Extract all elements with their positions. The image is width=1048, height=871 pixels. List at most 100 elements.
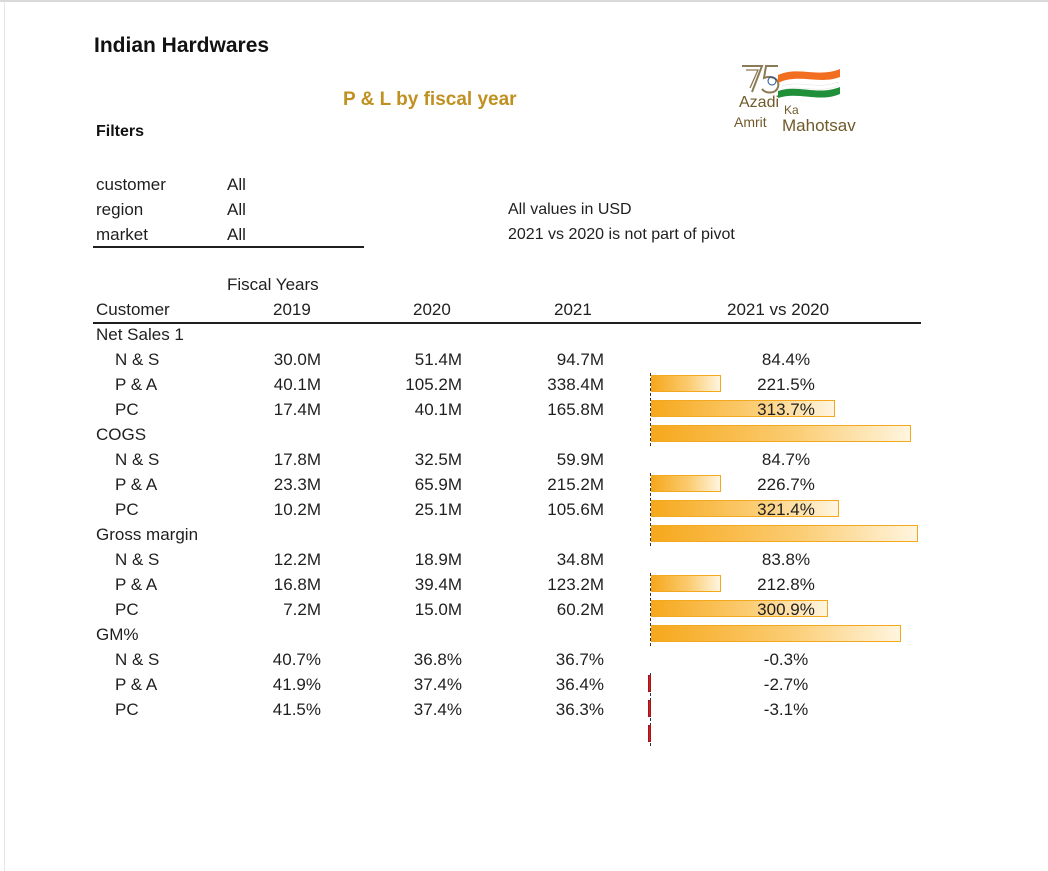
value-cell-2020: 36.8%	[413, 650, 462, 669]
change-percent: 212.8%	[757, 575, 815, 594]
value-cell-2021: 36.4%	[555, 675, 604, 694]
change-percent: 300.9%	[757, 600, 815, 619]
section-label[interactable]: Net Sales 1	[96, 325, 184, 344]
column-header-2019: 2019	[273, 300, 311, 319]
value-cell-2020: 65.9M	[414, 475, 462, 494]
value-cell-2021: 165.8M	[547, 400, 604, 419]
value-cell-2019: 16.8M	[273, 575, 321, 594]
page-left-border	[4, 2, 5, 871]
filter-label: customer	[96, 175, 166, 194]
row-label[interactable]: P & A	[115, 375, 158, 394]
change-percent: -0.3%	[763, 650, 809, 669]
value-cell-2019: 17.8M	[273, 450, 321, 469]
data-bar-positive	[651, 500, 839, 517]
value-cell-2020: 40.1M	[414, 400, 462, 419]
note-currency: All values in USD	[508, 201, 632, 218]
value-cell-2020: 37.4%	[413, 675, 462, 694]
value-cell-2019: 40.7%	[272, 650, 321, 669]
data-bar-positive	[651, 600, 828, 617]
data-bar-positive	[651, 575, 721, 592]
row-label[interactable]: N & S	[115, 350, 160, 369]
logo-emblem-icon	[742, 65, 840, 98]
value-cell-2020: 25.1M	[414, 500, 462, 519]
data-bar-positive	[651, 625, 901, 642]
logo-text-ka: Ka	[784, 103, 799, 117]
change-percent: 226.7%	[757, 475, 815, 494]
zero-axis-line	[650, 473, 651, 546]
filter-value[interactable]: All	[227, 225, 246, 244]
filter-value[interactable]: All	[227, 175, 246, 194]
row-label[interactable]: PC	[115, 500, 139, 519]
row-label[interactable]: P & A	[115, 675, 158, 694]
page-top-border	[0, 0, 1048, 2]
column-header-2021: 2021	[554, 300, 592, 319]
fiscal-years-caption: Fiscal Years	[227, 275, 319, 294]
data-bar-negative	[648, 700, 651, 717]
value-cell-2021: 123.2M	[547, 575, 604, 594]
value-cell-2019: 41.5%	[272, 700, 321, 719]
value-cell-2021: 60.2M	[556, 600, 604, 619]
header-divider	[93, 322, 921, 324]
zero-axis-line	[650, 573, 651, 646]
logo-text-amrit: Amrit	[734, 114, 767, 130]
data-bar-negative	[648, 675, 651, 692]
row-label[interactable]: P & A	[115, 475, 158, 494]
azadi-ka-amrit-mahotsav-logo: Azadi Ka Amrit Mahotsav	[728, 58, 878, 142]
logo-text-mahotsav: Mahotsav	[782, 116, 856, 135]
value-cell-2019: 23.3M	[273, 475, 321, 494]
filters-divider	[93, 246, 364, 248]
value-cell-2020: 105.2M	[405, 375, 462, 394]
value-cell-2021: 36.3%	[555, 700, 604, 719]
value-cell-2019: 10.2M	[273, 500, 321, 519]
change-percent: 83.8%	[761, 550, 811, 569]
value-cell-2021: 36.7%	[555, 650, 604, 669]
change-percent: 221.5%	[757, 375, 815, 394]
column-header-customer[interactable]: Customer	[96, 300, 170, 319]
section-label[interactable]: GM%	[96, 625, 139, 644]
row-label[interactable]: PC	[115, 700, 139, 719]
company-title: Indian Hardwares	[94, 34, 270, 57]
note-pivot: 2021 vs 2020 is not part of pivot	[508, 226, 735, 243]
section-label[interactable]: Gross margin	[96, 525, 199, 544]
row-label[interactable]: P & A	[115, 575, 158, 594]
change-percent: 321.4%	[757, 500, 815, 519]
data-bar-positive	[651, 375, 721, 392]
row-label[interactable]: N & S	[115, 450, 160, 469]
value-cell-2021: 94.7M	[556, 350, 604, 369]
value-cell-2021: 215.2M	[547, 475, 604, 494]
data-bar-positive	[651, 425, 911, 442]
row-label[interactable]: N & S	[115, 550, 160, 569]
data-bar-positive	[651, 400, 835, 417]
value-cell-2020: 51.4M	[414, 350, 462, 369]
value-cell-2020: 15.0M	[414, 600, 462, 619]
data-bar-positive	[651, 525, 918, 542]
section-label[interactable]: COGS	[96, 425, 147, 444]
logo-text-azadi: Azadi	[739, 94, 780, 111]
column-header-change: 2021 vs 2020	[727, 300, 830, 319]
value-cell-2021: 34.8M	[556, 550, 604, 569]
value-cell-2020: 37.4%	[413, 700, 462, 719]
value-cell-2019: 7.2M	[283, 600, 321, 619]
row-label[interactable]: PC	[115, 400, 139, 419]
value-cell-2019: 41.9%	[272, 675, 321, 694]
data-bar-negative	[648, 725, 651, 742]
filter-label: market	[96, 225, 148, 244]
value-cell-2021: 59.9M	[556, 450, 604, 469]
filters-heading: Filters	[96, 123, 145, 140]
value-cell-2019: 17.4M	[273, 400, 321, 419]
row-label[interactable]: PC	[115, 600, 139, 619]
value-cell-2021: 105.6M	[547, 500, 604, 519]
column-header-2020: 2020	[413, 300, 451, 319]
value-cell-2019: 12.2M	[273, 550, 321, 569]
change-percent: 313.7%	[757, 400, 815, 419]
filter-label: region	[96, 200, 144, 219]
value-cell-2020: 39.4M	[414, 575, 462, 594]
data-bar-positive	[651, 475, 721, 492]
filter-value[interactable]: All	[227, 200, 246, 219]
change-percent: -2.7%	[763, 675, 809, 694]
row-label[interactable]: N & S	[115, 650, 160, 669]
change-percent: 84.4%	[761, 350, 811, 369]
value-cell-2019: 30.0M	[273, 350, 321, 369]
value-cell-2021: 338.4M	[547, 375, 604, 394]
value-cell-2020: 18.9M	[414, 550, 462, 569]
